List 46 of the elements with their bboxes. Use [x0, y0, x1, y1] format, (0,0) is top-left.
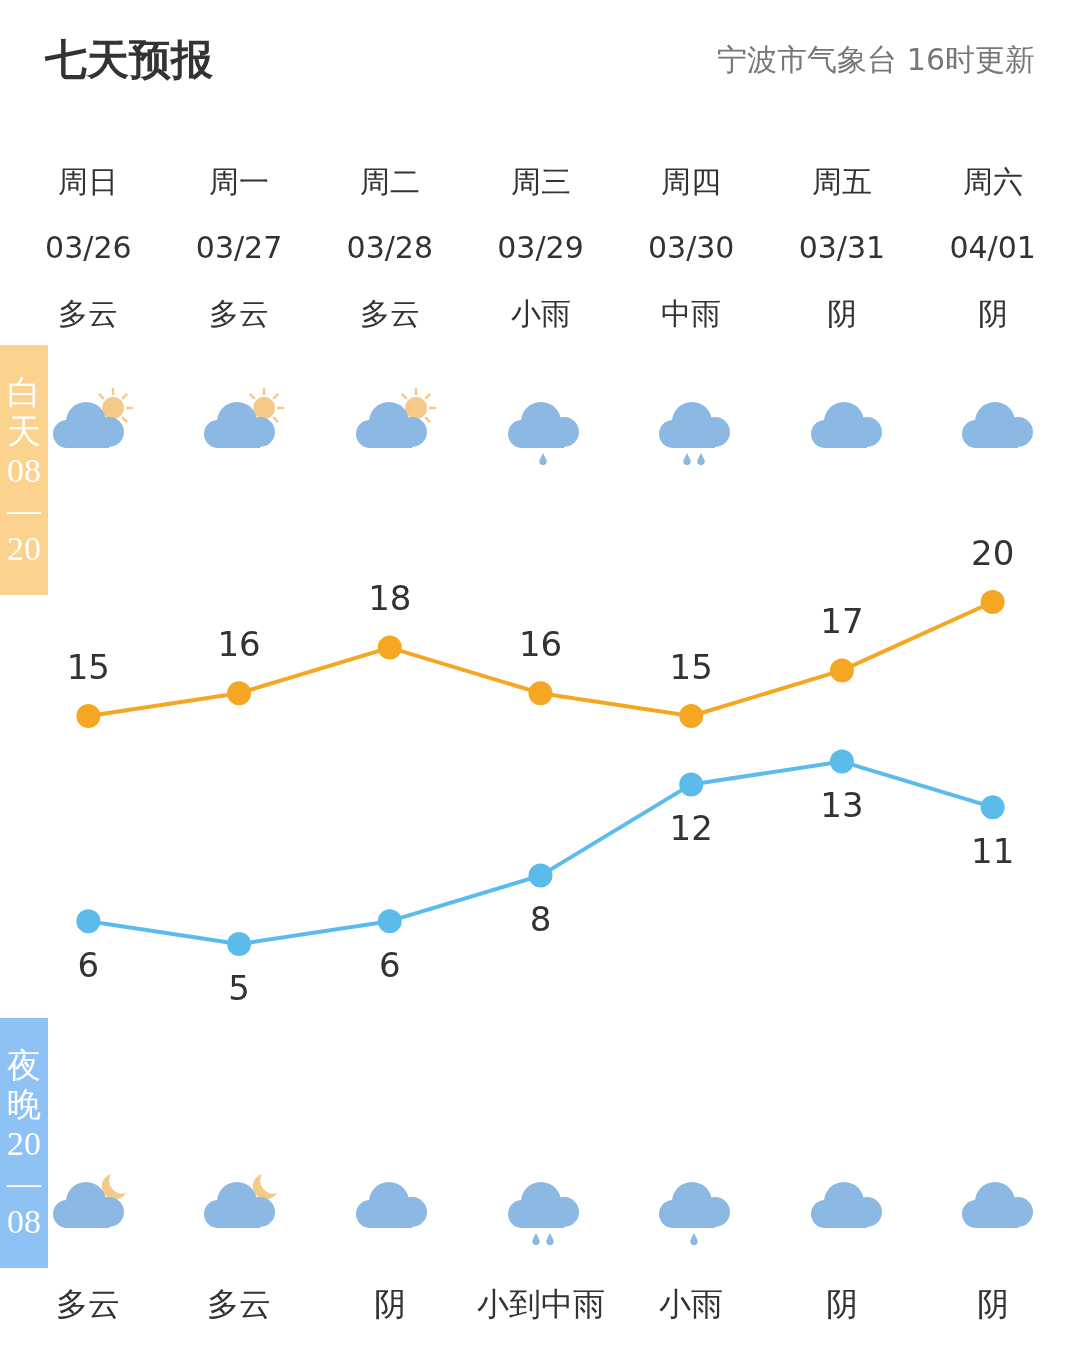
x-tick-label: 周四 03/30 中雨 — [647, 163, 735, 331]
text: 夜晚20—08 — [5, 1045, 43, 1241]
text: 小到中雨 — [476, 1285, 605, 1324]
data-label: 11 — [971, 831, 1015, 872]
data-label: 20 — [971, 532, 1015, 573]
data-label: 15 — [66, 646, 110, 687]
x-tick-label: 周日 03/26 多云 — [45, 163, 132, 331]
data-label: 8 — [529, 899, 552, 940]
data-label: 16 — [217, 624, 261, 665]
point — [377, 635, 402, 660]
point — [76, 909, 101, 934]
point — [829, 658, 854, 683]
data-label: 6 — [77, 945, 100, 986]
text: 白天08—20 — [5, 372, 43, 568]
text: 多云 — [56, 1285, 121, 1324]
chart-title: 七天预报 — [45, 34, 213, 86]
chart-subtitle: 宁波市气象台 16时更新 — [717, 41, 1035, 79]
data-label: 5 — [228, 967, 250, 1008]
text: 阴 — [976, 1285, 1009, 1324]
text: 阴 — [373, 1285, 406, 1324]
data-label: 18 — [368, 578, 412, 619]
point — [227, 932, 252, 956]
data-label: 16 — [518, 624, 563, 665]
point — [76, 704, 101, 728]
text: 小雨 — [659, 1285, 724, 1324]
data-label: 13 — [820, 785, 864, 826]
x-tick-label: 周三 03/29 小雨 — [497, 163, 584, 331]
point — [227, 681, 252, 706]
point — [679, 704, 704, 728]
x-tick-label: 周五 03/31 阴 — [798, 163, 886, 331]
point — [377, 909, 402, 934]
x-tick-label: 周一 03/27 多云 — [195, 163, 283, 331]
point — [528, 681, 553, 706]
x-tick-label: 周六 04/01 阴 — [949, 163, 1036, 331]
x-tick-label: 周二 03/28 多云 — [346, 163, 434, 331]
point — [980, 590, 1005, 614]
text: 阴 — [825, 1285, 858, 1324]
text: 多云 — [207, 1285, 272, 1324]
point — [528, 863, 553, 888]
data-label: 17 — [820, 601, 864, 642]
data-label: 15 — [669, 646, 713, 687]
point — [829, 749, 854, 774]
point — [679, 772, 704, 797]
data-label: 6 — [378, 945, 401, 986]
data-label: 12 — [669, 808, 713, 849]
point — [980, 795, 1005, 820]
